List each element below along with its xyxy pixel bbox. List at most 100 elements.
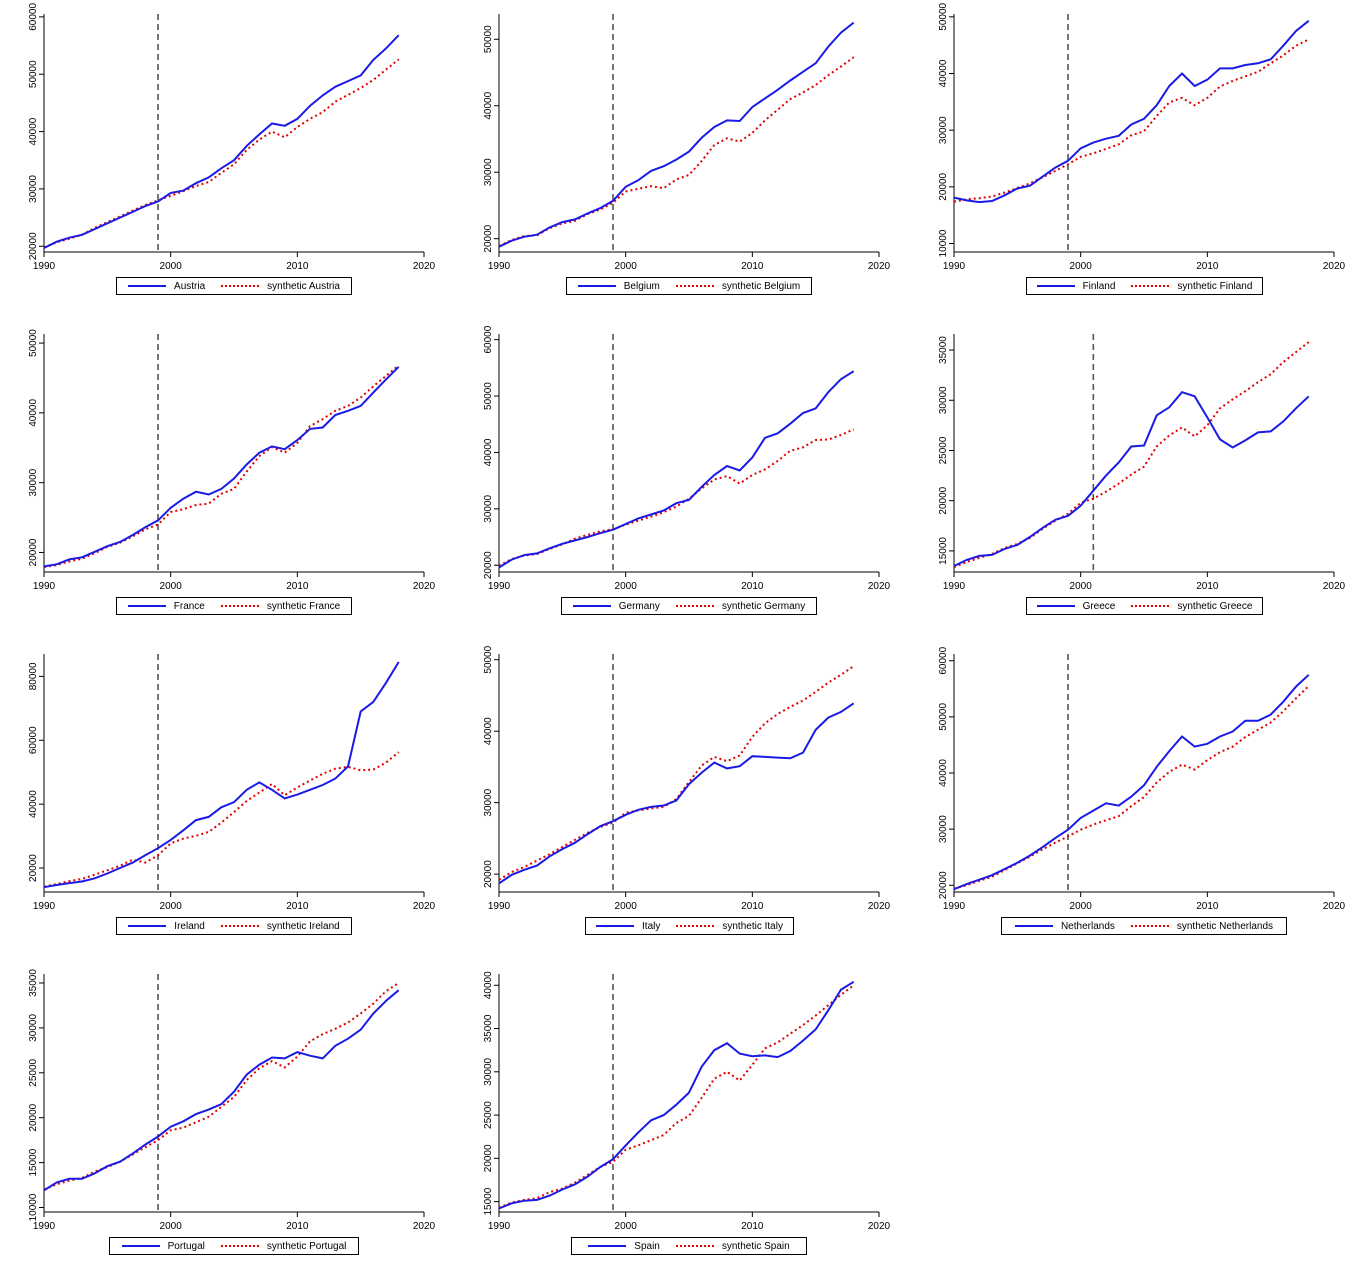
legend-swatch bbox=[221, 285, 260, 287]
legend-item: synthetic Ireland bbox=[220, 921, 340, 932]
synthetic-series-line bbox=[43, 982, 400, 1191]
y-tick-label: 50000 bbox=[28, 329, 39, 357]
y-tick-label: 30000 bbox=[28, 175, 39, 203]
x-tick-label: 1990 bbox=[33, 261, 56, 272]
legend-label: Finland bbox=[1082, 280, 1116, 292]
y-tick-label: 40000 bbox=[483, 717, 494, 745]
y-tick-label: 20000 bbox=[28, 232, 39, 260]
legend-swatch bbox=[128, 285, 167, 287]
x-tick-label: 1990 bbox=[488, 581, 511, 592]
y-tick-label: 50000 bbox=[483, 382, 494, 410]
y-tick-label: 20000 bbox=[938, 486, 949, 514]
synthetic-series-line bbox=[953, 685, 1310, 890]
synthetic-series-line bbox=[498, 984, 855, 1209]
x-tick-label: 2010 bbox=[1196, 261, 1219, 272]
legend-item: synthetic Greece bbox=[1131, 601, 1252, 612]
y-tick-label: 60000 bbox=[28, 726, 39, 754]
legend-swatch bbox=[675, 285, 714, 287]
synthetic-series-line bbox=[498, 56, 855, 247]
chart-panel-germany: 20000 30000 40000 50000 60000 1990 2000 2010 202… bbox=[457, 322, 907, 637]
legend-label: synthetic Greece bbox=[1177, 600, 1253, 612]
legend-item: Germany bbox=[572, 601, 660, 612]
legend-swatch bbox=[588, 1245, 627, 1247]
y-tick-label: 35000 bbox=[483, 1014, 494, 1042]
legend-label: Austria bbox=[174, 280, 206, 292]
x-tick-label: 2020 bbox=[413, 261, 436, 272]
y-tick-label: 40000 bbox=[938, 59, 949, 87]
legend-swatch bbox=[572, 605, 611, 607]
x-tick-label: 2000 bbox=[615, 581, 638, 592]
chart-svg: 10000 20000 30000 40000 50000 1990 2000 2010 202… bbox=[938, 2, 1346, 272]
legend-item: synthetic Finland bbox=[1131, 281, 1252, 292]
legend-item: Netherlands bbox=[1014, 921, 1115, 932]
chart-svg: 15000 20000 25000 30000 35000 1990 2000 2010 202… bbox=[938, 334, 1346, 592]
legend-swatch bbox=[577, 285, 616, 287]
y-tick-label: 35000 bbox=[938, 336, 949, 364]
x-tick-label: 2010 bbox=[1196, 581, 1219, 592]
legend-label: synthetic Italy bbox=[722, 920, 783, 932]
chart-panel-portugal: 10000 15000 20000 25000 30000 35000 1990 2000 20… bbox=[2, 962, 452, 1277]
x-tick-label: 1990 bbox=[488, 901, 511, 912]
y-tick-label: 30000 bbox=[938, 116, 949, 144]
synthetic-series-line bbox=[498, 665, 855, 881]
legend-label: synthetic Portugal bbox=[266, 1240, 347, 1252]
x-tick-label: 2010 bbox=[286, 1221, 309, 1232]
legend-item: synthetic Austria bbox=[221, 281, 340, 292]
chart-panel-france: 20000 30000 40000 50000 1990 2000 2010 2020 Fran… bbox=[2, 322, 452, 637]
actual-series-line bbox=[953, 391, 1310, 567]
x-tick-label: 1990 bbox=[33, 1221, 56, 1232]
legend-swatch bbox=[1036, 605, 1075, 607]
legend-item: synthetic Italy bbox=[676, 921, 783, 932]
x-tick-label: 1990 bbox=[33, 901, 56, 912]
actual-series-line bbox=[43, 989, 400, 1192]
chart-svg: 10000 15000 20000 25000 30000 35000 1990 2000 20… bbox=[28, 969, 436, 1232]
y-tick-label: 60000 bbox=[938, 646, 949, 674]
y-tick-label: 20000 bbox=[938, 172, 949, 200]
chart-panel-austria: 20000 30000 40000 50000 60000 1990 2000 2010 202… bbox=[2, 2, 452, 317]
x-tick-label: 2020 bbox=[413, 901, 436, 912]
y-tick-label: 50000 bbox=[938, 2, 949, 30]
synthetic-series-line bbox=[953, 38, 1310, 203]
y-tick-label: 10000 bbox=[28, 1193, 39, 1221]
chart-panel-greece: 15000 20000 25000 30000 35000 1990 2000 2010 202… bbox=[912, 322, 1351, 637]
legend-label: France bbox=[173, 600, 205, 612]
x-tick-label: 1990 bbox=[33, 581, 56, 592]
x-tick-label: 2010 bbox=[741, 581, 764, 592]
legend: France synthetic France bbox=[116, 597, 352, 615]
y-tick-label: 40000 bbox=[28, 399, 39, 427]
y-tick-label: 30000 bbox=[483, 494, 494, 522]
y-tick-label: 15000 bbox=[483, 1187, 494, 1215]
x-tick-label: 2000 bbox=[1070, 581, 1093, 592]
y-tick-label: 30000 bbox=[28, 1014, 39, 1042]
legend: Italy synthetic Italy bbox=[585, 917, 794, 935]
y-tick-label: 40000 bbox=[483, 971, 494, 999]
x-tick-label: 2010 bbox=[741, 901, 764, 912]
y-tick-label: 20000 bbox=[28, 854, 39, 882]
y-tick-label: 30000 bbox=[483, 1057, 494, 1085]
y-tick-label: 60000 bbox=[28, 3, 39, 31]
chart-svg: 15000 20000 25000 30000 35000 40000 1990 2000 20… bbox=[483, 971, 891, 1232]
actual-series-line bbox=[498, 370, 855, 569]
y-tick-label: 30000 bbox=[938, 815, 949, 843]
x-tick-label: 2010 bbox=[286, 581, 309, 592]
x-tick-label: 2010 bbox=[741, 1221, 764, 1232]
x-tick-label: 2020 bbox=[1323, 261, 1346, 272]
legend-item: Italy bbox=[596, 921, 660, 932]
y-tick-label: 50000 bbox=[483, 25, 494, 53]
legend-swatch bbox=[675, 1245, 714, 1247]
legend: Netherlands synthetic Netherlands bbox=[1001, 917, 1287, 935]
y-tick-label: 35000 bbox=[28, 969, 39, 997]
x-tick-label: 1990 bbox=[943, 261, 966, 272]
y-tick-label: 15000 bbox=[28, 1148, 39, 1176]
actual-series-line bbox=[498, 702, 855, 885]
legend-item: Spain bbox=[588, 1241, 660, 1252]
legend: Austria synthetic Austria bbox=[116, 277, 352, 295]
chart-panel-italy: 20000 30000 40000 50000 1990 2000 2010 2020 Ital… bbox=[457, 642, 907, 957]
x-tick-label: 2020 bbox=[868, 901, 891, 912]
x-tick-label: 2000 bbox=[160, 581, 183, 592]
legend: Germany synthetic Germany bbox=[561, 597, 817, 615]
legend-item: synthetic Portugal bbox=[220, 1240, 347, 1252]
chart-panel-belgium: 20000 30000 40000 50000 1990 2000 2010 2020 Belg… bbox=[457, 2, 907, 317]
legend: Ireland synthetic Ireland bbox=[116, 917, 352, 935]
x-tick-label: 1990 bbox=[488, 261, 511, 272]
